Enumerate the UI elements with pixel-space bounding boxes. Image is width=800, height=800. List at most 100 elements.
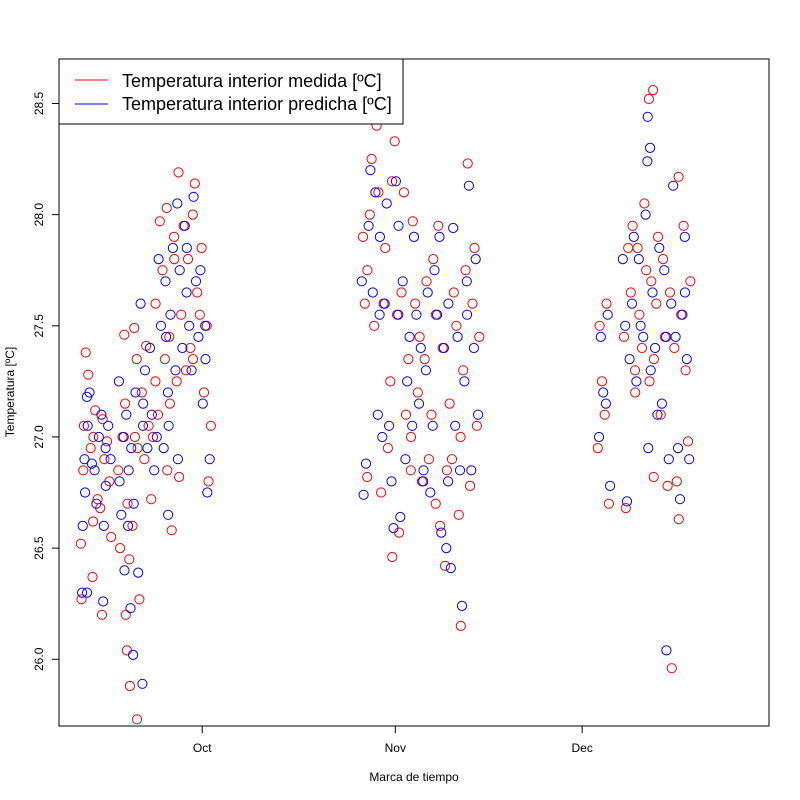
point-measured	[119, 329, 130, 340]
point-measured	[75, 538, 87, 549]
point-measured	[430, 498, 441, 509]
point-measured	[115, 543, 126, 554]
point-predicted	[677, 309, 688, 320]
y-tick-label: 28.5	[32, 91, 46, 115]
point-measured	[189, 178, 200, 189]
x-axis: Oct Nov Dec	[193, 726, 593, 755]
point-predicted	[420, 365, 431, 376]
point-predicted	[422, 287, 433, 298]
point-measured	[465, 480, 476, 491]
point-predicted	[144, 342, 156, 354]
point-predicted	[381, 198, 392, 209]
point-measured	[599, 409, 610, 420]
point-measured	[366, 153, 377, 165]
point-measured	[433, 220, 444, 231]
legend: Temperatura interior medida [ºC] Tempera…	[58, 58, 404, 125]
point-measured	[426, 409, 437, 420]
point-predicted	[130, 387, 141, 398]
point-measured	[152, 409, 164, 420]
point-predicted	[621, 496, 633, 507]
point-predicted	[443, 476, 454, 487]
point-measured	[124, 554, 135, 565]
plot-frame	[58, 58, 770, 727]
point-measured	[385, 376, 396, 387]
point-measured	[460, 265, 471, 276]
point-predicted	[377, 431, 388, 443]
point-measured	[448, 287, 459, 298]
point-measured	[198, 387, 210, 398]
point-measured	[171, 376, 182, 387]
point-predicted	[96, 409, 107, 420]
point-predicted	[149, 465, 160, 476]
point-predicted	[172, 198, 183, 209]
point-measured	[87, 571, 98, 583]
point-predicted	[628, 231, 639, 242]
point-predicted	[137, 678, 148, 689]
point-measured	[467, 298, 478, 309]
point-predicted	[118, 431, 129, 443]
point-predicted	[462, 309, 473, 320]
point-measured	[96, 609, 108, 620]
point-predicted	[186, 365, 197, 376]
point-predicted	[181, 242, 192, 254]
point-measured	[376, 487, 387, 498]
point-predicted	[652, 409, 663, 420]
point-measured	[359, 298, 370, 309]
point-predicted	[113, 376, 125, 387]
point-predicted	[80, 487, 91, 498]
point-measured	[673, 514, 684, 525]
point-measured	[662, 480, 673, 491]
point-measured	[405, 431, 417, 443]
point-measured	[643, 93, 655, 105]
point-predicted	[370, 187, 381, 198]
point-measured	[357, 231, 369, 242]
point-measured	[182, 254, 194, 265]
point-predicted	[155, 320, 167, 331]
point-predicted	[365, 165, 376, 176]
point-predicted	[190, 276, 202, 287]
point-predicted	[158, 443, 169, 454]
point-predicted	[374, 231, 385, 242]
point-measured	[192, 287, 203, 298]
point-measured	[636, 342, 648, 354]
point-predicted	[400, 454, 411, 465]
y-axis: 26.0 26.5 27.0 27.5 28.0 28.5	[32, 91, 59, 671]
point-measured	[412, 387, 423, 398]
point-measured	[474, 331, 485, 342]
point-predicted	[415, 342, 426, 354]
point-measured	[620, 503, 631, 514]
point-measured	[655, 409, 666, 420]
point-measured	[129, 322, 140, 334]
point-measured	[666, 663, 677, 674]
point-predicted	[139, 365, 151, 376]
point-measured	[396, 287, 407, 298]
point-predicted	[674, 494, 686, 505]
point-predicted	[162, 387, 173, 398]
point-predicted	[443, 298, 454, 309]
point-measured	[162, 465, 173, 476]
point-predicted	[438, 342, 449, 354]
point-predicted	[595, 331, 606, 342]
point-measured	[127, 520, 138, 532]
point-predicted	[384, 420, 395, 431]
point-predicted	[593, 431, 605, 443]
point-measured	[157, 265, 168, 276]
y-axis-label: Temperatura [ºC]	[3, 347, 17, 437]
point-measured	[410, 298, 421, 309]
point-predicted	[602, 309, 613, 320]
point-predicted	[393, 309, 404, 320]
point-predicted	[153, 254, 164, 265]
point-measured	[387, 551, 398, 563]
point-predicted	[434, 231, 445, 242]
point-predicted	[624, 354, 635, 365]
point-measured	[139, 454, 150, 465]
point-predicted	[193, 331, 204, 342]
point-predicted	[146, 409, 157, 420]
point-predicted	[116, 509, 127, 520]
point-predicted	[161, 331, 172, 342]
point-measured	[648, 85, 659, 96]
point-predicted	[195, 265, 206, 276]
point-predicted	[142, 443, 153, 454]
point-measured	[403, 354, 414, 365]
point-measured	[85, 443, 96, 454]
